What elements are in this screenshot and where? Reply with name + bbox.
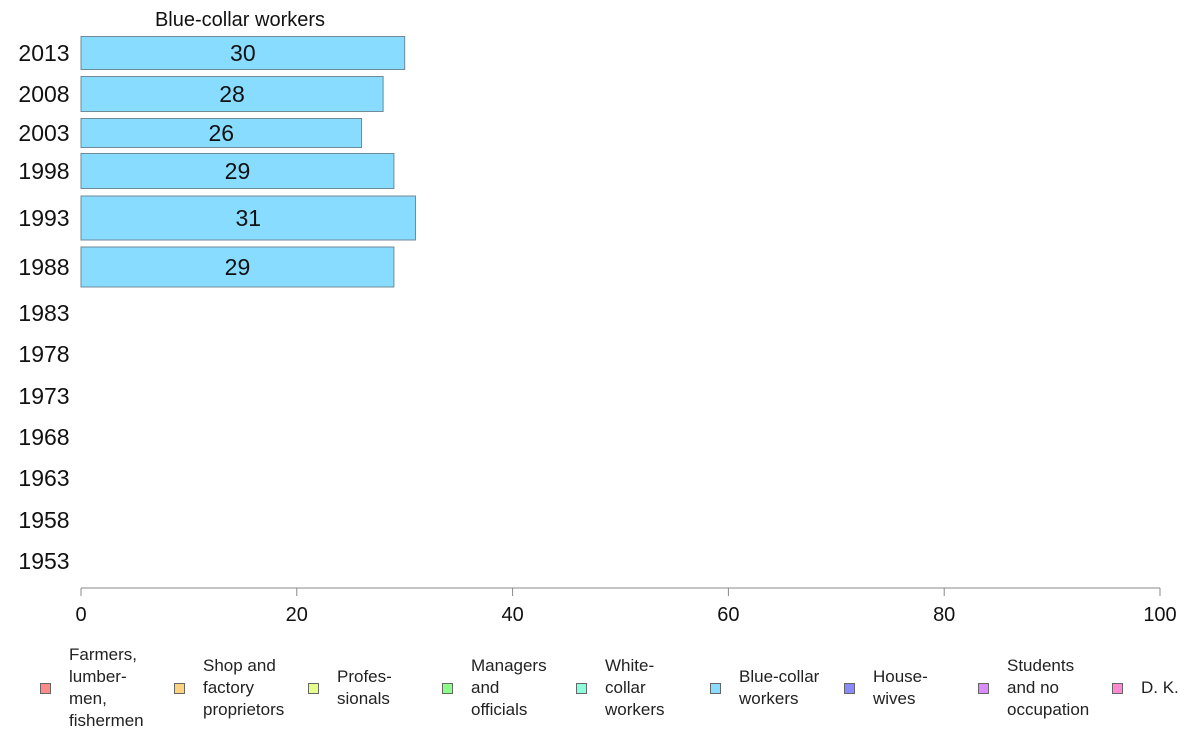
legend-label: House- wives	[873, 667, 928, 708]
y-tick-label: 1993	[18, 205, 69, 231]
x-tick-label: 40	[501, 604, 523, 626]
bar-2013	[80, 36, 406, 70]
legend-swatch	[40, 682, 51, 694]
legend-swatch	[442, 682, 453, 694]
data-label: 30	[230, 40, 256, 66]
legend-item: Blue-collar workers	[710, 640, 819, 736]
x-tick-label: 100	[1143, 604, 1176, 626]
legend-label: Shop and factory proprietors	[203, 656, 285, 719]
y-tick-label: 2008	[18, 81, 69, 107]
y-tick-label: 1973	[18, 383, 69, 409]
legend-label: Blue-collar workers	[739, 667, 820, 708]
y-tick-label: 2003	[18, 120, 69, 146]
x-tick-label: 60	[717, 604, 739, 626]
legend-item: Shop and factory proprietors	[174, 640, 284, 736]
legend-label: Students and no occupation	[1007, 656, 1090, 719]
data-label: 28	[219, 81, 245, 107]
legend-label: Profes- sionals	[337, 667, 392, 708]
bar-1988	[80, 246, 395, 288]
legend-swatch	[1112, 682, 1123, 694]
legend-swatch	[308, 682, 319, 694]
y-tick-label: 1968	[18, 424, 69, 450]
y-tick-label: 1958	[18, 507, 69, 533]
y-tick-label: 1988	[18, 254, 69, 280]
legend-item: Farmers, lumber- men, fishermen	[40, 640, 144, 736]
y-tick-label: 2013	[18, 40, 69, 66]
y-tick-label: 1978	[18, 341, 69, 367]
legend-swatch	[576, 682, 587, 694]
legend-label: Managers and officials	[471, 656, 547, 719]
legend-item: Managers and officials	[442, 640, 547, 736]
data-label: 29	[225, 254, 251, 280]
y-tick-label: 1963	[18, 465, 69, 491]
legend-swatch	[174, 682, 185, 694]
x-tick-label: 80	[933, 604, 955, 626]
x-tick-label: 0	[75, 604, 86, 626]
legend-label: D. K.	[1141, 678, 1179, 697]
legend-item: D. K.	[1112, 640, 1179, 736]
y-tick-label: 1998	[18, 158, 69, 184]
bar-1993	[80, 195, 416, 241]
legend-label: Farmers, lumber- men, fishermen	[69, 645, 144, 730]
chart-title: Blue-collar workers	[155, 9, 325, 31]
y-tick-label: 1983	[18, 300, 69, 326]
legend-item: White- collar workers	[576, 640, 665, 736]
bar-2008	[80, 76, 384, 112]
data-label: 26	[208, 120, 234, 146]
legend-label: White- collar workers	[605, 656, 665, 719]
bar-2003	[80, 118, 363, 148]
y-tick-label: 1953	[18, 548, 69, 574]
bar-1998	[80, 153, 395, 189]
legend-swatch	[844, 682, 855, 694]
legend-swatch	[978, 682, 989, 694]
legend-item: Profes- sionals	[308, 640, 392, 736]
data-label: 29	[225, 158, 251, 184]
x-tick-label: 20	[286, 604, 308, 626]
data-label: 31	[235, 205, 261, 231]
legend-item: House- wives	[844, 640, 928, 736]
legend-swatch	[710, 682, 721, 694]
legend-item: Students and no occupation	[978, 640, 1089, 736]
legend: Farmers, lumber- men, fishermen Shop and …	[0, 640, 1188, 736]
